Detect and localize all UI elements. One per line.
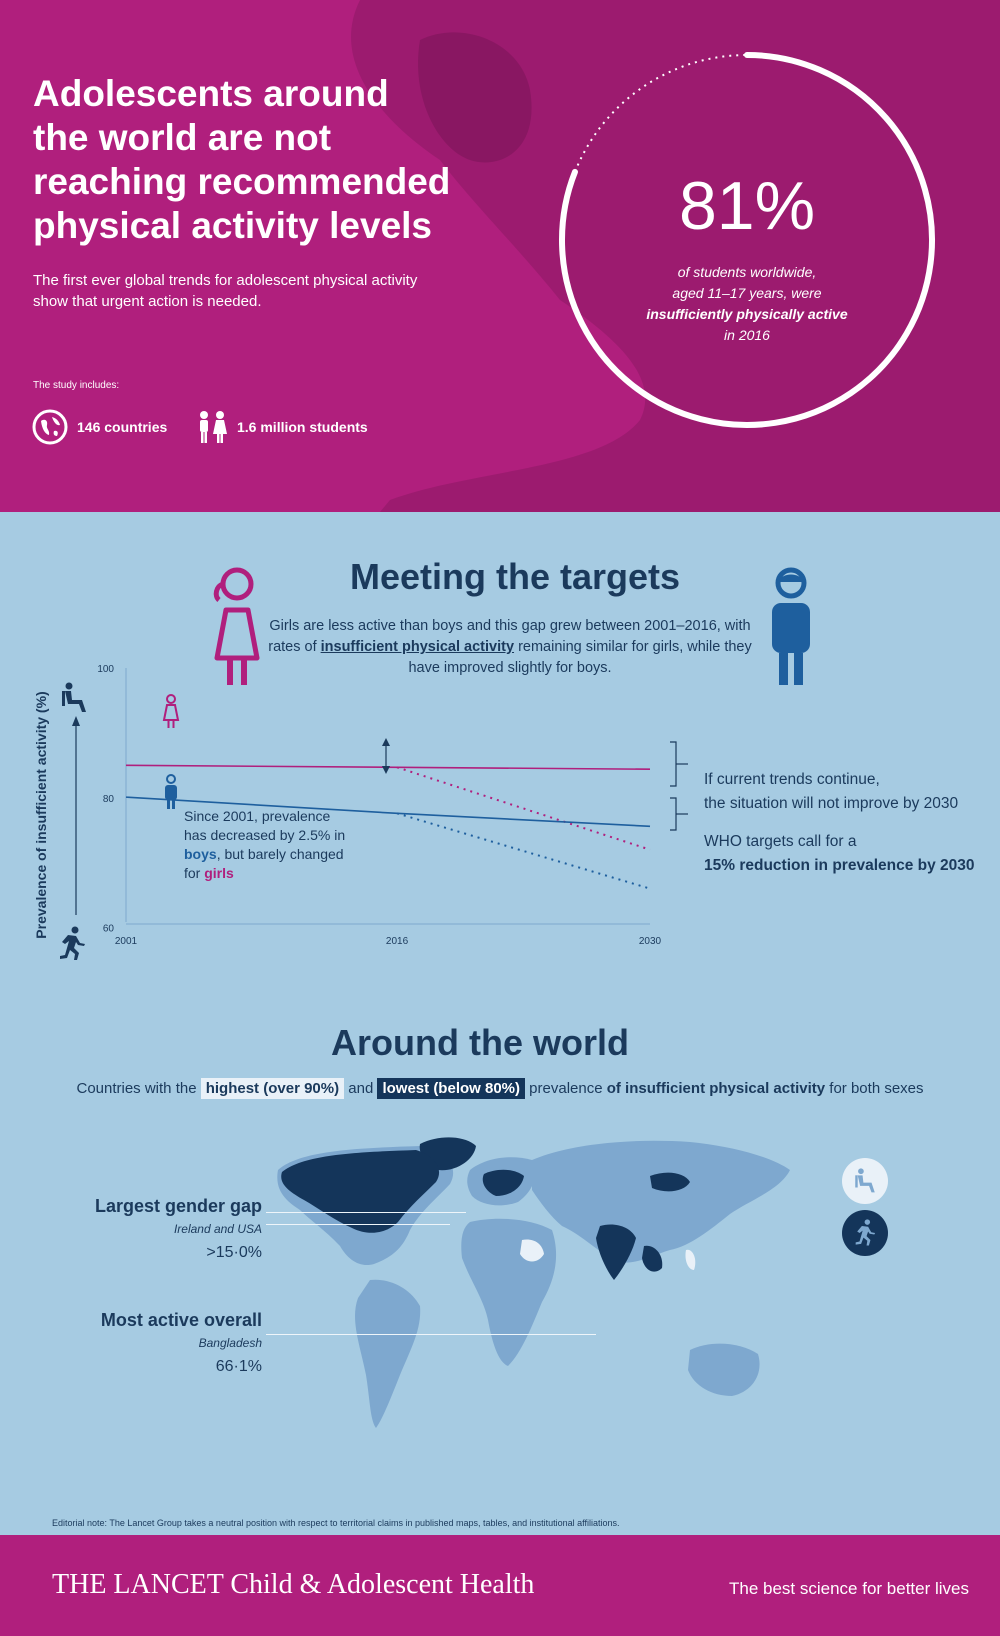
countries-stat: 146 countries (32, 409, 167, 445)
who-annotation: WHO targets call for a 15% reduction in … (704, 830, 975, 878)
girl-figure-icon (213, 567, 260, 685)
study-label: The study includes: (33, 380, 120, 391)
map-high-sudan (520, 1239, 544, 1262)
gap-title: Largest gender gap (94, 1196, 262, 1216)
globe-icon (32, 409, 68, 445)
active-value: 66·1% (215, 1358, 262, 1375)
map-low-europe (482, 1169, 524, 1196)
hero-title: Adolescents around the world are not rea… (33, 73, 451, 246)
boys-note-2: , but barely changed for (184, 846, 344, 881)
journal-brand: THE LANCET Child & Adolescent Health (52, 1569, 535, 1600)
hero-subtitle: The first ever global trends for adolesc… (33, 272, 418, 310)
percent-text-line-3: insufficiently physically active (646, 306, 848, 322)
editorial-note: Editorial note: The Lancet Group takes a… (52, 1518, 620, 1528)
legend-low-tag: lowest (below 80%) (377, 1078, 525, 1099)
legend-post-3: for both sexes (829, 1080, 924, 1097)
running-icon (855, 1219, 876, 1246)
legend-sitting-badge (842, 1158, 888, 1204)
targets-desc-highlight: insufficient physical activity (320, 639, 515, 655)
students-stat: 1.6 million students (196, 409, 368, 445)
legend-and: and (348, 1080, 374, 1097)
gap-value: >15·0% (206, 1244, 262, 1261)
map-high-philippines (685, 1249, 696, 1270)
boys-note-boys: boys (184, 846, 217, 862)
ring-dotted-remainder (574, 54, 748, 173)
big-percent: 81% (678, 168, 816, 244)
trend-line-chart: Prevalence of insufficient activity (%) … (33, 664, 688, 960)
countries-label: 146 countries (77, 419, 168, 435)
gap-arrow (382, 738, 390, 774)
boys-trend-line (125, 796, 651, 828)
world-title: Around the world (331, 1022, 629, 1063)
trend-annotation: If current trends continue, the situatio… (704, 768, 958, 816)
x-tick-label: 2030 (639, 936, 662, 947)
map-low-mongolia (650, 1172, 690, 1192)
percent-text-line-4: in 2016 (724, 327, 770, 343)
boys-target-line (396, 812, 651, 890)
percent-description: of students worldwide, aged 11–17 years,… (612, 262, 882, 346)
map-region-asia (532, 1140, 790, 1263)
world-map (277, 1137, 790, 1428)
hero-banner: Adolescents around the world are not rea… (0, 0, 1000, 512)
sitting-icon (62, 682, 86, 712)
students-icon (200, 411, 227, 443)
boys-note-1: Since 2001, prevalence has decreased by … (184, 808, 346, 843)
x-tick-label: 2001 (115, 936, 138, 947)
targets-desc-3: remaining similar for girls, while they … (408, 639, 752, 676)
gap-leader-line-1 (266, 1212, 466, 1213)
girl-marker-icon (162, 694, 180, 728)
trend-line-2: the situation will not improve by 2030 (704, 795, 959, 812)
map-legend: Countries with the highest (over 90%) an… (0, 1076, 1000, 1102)
chart-lines (125, 764, 651, 890)
targets-description: Girls are less active than boys and this… (260, 616, 760, 679)
legend-high-tag: highest (over 90%) (200, 1078, 345, 1099)
trend-line-1: If current trends continue, (704, 771, 880, 788)
running-icon (60, 926, 85, 960)
map-low-india-bangladesh (596, 1224, 636, 1280)
active-title: Most active overall (100, 1310, 262, 1330)
x-tick-label: 2016 (386, 936, 409, 947)
who-line-2: 15% reduction in prevalence by 2030 (704, 857, 975, 874)
footer: THE LANCET Child & Adolescent Health The… (0, 1535, 1000, 1636)
annotation-brackets (670, 741, 688, 831)
map-low-se-asia (642, 1245, 663, 1272)
footer-tagline: The best science for better lives (728, 1579, 969, 1598)
boys-annotation: Since 2001, prevalence has decreased by … (184, 807, 354, 883)
y-tick-label: 60 (103, 924, 115, 935)
legend-post-2: of insufficient physical activity (606, 1080, 826, 1097)
hero-silhouette-image (351, 0, 1000, 512)
y-axis-label: Prevalence of insufficient activity (%) (33, 691, 49, 938)
active-place: Bangladesh (198, 1336, 262, 1350)
boy-marker-icon (165, 774, 177, 809)
legend-post-1: prevalence (529, 1080, 603, 1097)
percent-text-line-2: aged 11–17 years, were (672, 285, 822, 301)
girls-target-line (396, 766, 651, 851)
gap-place: Ireland and USA (173, 1222, 262, 1236)
ring-solid-fraction (559, 52, 935, 428)
active-leader-line (266, 1334, 596, 1335)
map-region-africa (461, 1218, 557, 1366)
legend-running-badge (842, 1210, 888, 1256)
boys-note-girls: girls (204, 865, 234, 881)
legend-pre: Countries with the (76, 1080, 197, 1097)
chart-axes: 60 80 100 2001 2016 2030 (97, 664, 661, 947)
students-label: 1.6 million students (237, 419, 368, 435)
percent-ring (559, 52, 935, 428)
sitting-icon (855, 1168, 875, 1193)
y-tick-label: 100 (97, 664, 114, 675)
map-region-oceania (688, 1343, 760, 1396)
percent-text-line-1: of students worldwide, (677, 264, 817, 280)
map-region-south-america (355, 1279, 421, 1428)
who-line-1: WHO targets call for a (704, 833, 857, 850)
y-axis-arrow-head (72, 716, 80, 726)
y-tick-label: 80 (103, 794, 115, 805)
boy-figure-icon (772, 567, 810, 685)
targets-desc-1: Girls are less active than boys and this… (268, 618, 751, 655)
gap-leader-line-2 (266, 1224, 450, 1225)
targets-title: Meeting the targets (349, 556, 681, 597)
